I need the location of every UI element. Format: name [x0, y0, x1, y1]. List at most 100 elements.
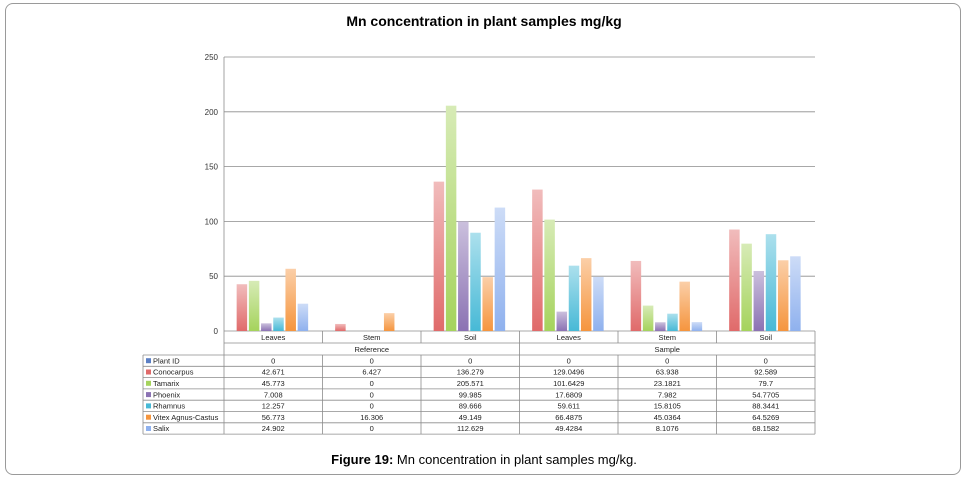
table-cell-value: 92.589 — [754, 368, 777, 377]
table-cell-value: 24.902 — [262, 424, 285, 433]
x-category-label: Leaves — [557, 333, 581, 342]
table-cell-value: 0 — [665, 356, 669, 365]
table-cell-value: 7.982 — [658, 390, 677, 399]
x-category-label: Leaves — [261, 333, 285, 342]
bar-vitex-agnus-castus-2 — [482, 277, 493, 331]
bar-tamarix-2 — [445, 105, 457, 331]
bar-rhamnus-5 — [765, 234, 777, 331]
table-cell-value: 49.149 — [459, 413, 482, 422]
bar-conocarpus-3 — [532, 189, 543, 331]
chart-title: Mn concentration in plant samples mg/kg — [346, 13, 621, 29]
table-cell-value: 89.666 — [459, 402, 482, 411]
legend-key-phoenix — [146, 392, 151, 398]
x-group-label: Sample — [655, 345, 680, 354]
bar-vitex-agnus-castus-1 — [383, 313, 395, 331]
table-cell-value: 0 — [370, 390, 374, 399]
legend-key-salix — [146, 426, 151, 431]
bar-salix-4 — [691, 322, 703, 331]
table-cell-value: 0 — [271, 356, 275, 365]
bars — [236, 105, 801, 331]
table-cell-value: 23.1821 — [654, 379, 681, 388]
table-cell-value: 129.0496 — [553, 368, 584, 377]
data-table: Leaves Stem Soil Leaves Stem Soil Reference Sam… — [142, 331, 816, 435]
table-cell-value: 17.6809 — [555, 390, 582, 399]
table-cell-value: 54.7705 — [752, 390, 779, 399]
table-cell-value: 0 — [370, 402, 374, 411]
table-cell-value: 79.7 — [758, 379, 773, 388]
table-cell-value: 59.611 — [558, 402, 580, 411]
table-cell-value: 0 — [764, 356, 768, 365]
legend-label: Plant ID — [153, 356, 180, 365]
y-tick-label: 150 — [205, 163, 219, 172]
bar-conocarpus-5 — [729, 229, 740, 331]
legend-label: Tamarix — [153, 379, 180, 388]
table-cell-value: 12.257 — [262, 402, 285, 411]
bar-conocarpus-0 — [236, 284, 248, 331]
bar-tamarix-4 — [642, 305, 654, 331]
table-cell-value: 101.6429 — [553, 379, 584, 388]
y-axis: 0 50 100 150 200 250 — [205, 53, 225, 336]
bar-salix-2 — [494, 207, 506, 331]
bar-vitex-agnus-castus-0 — [285, 268, 296, 331]
table-cell-value: 6.427 — [362, 368, 381, 377]
figure-frame — [5, 3, 961, 475]
table-cell-value: 88.3441 — [752, 402, 779, 411]
x-category-label: Soil — [759, 333, 772, 342]
legend-label: Salix — [153, 424, 170, 433]
table-cell-value: 136.279 — [457, 368, 484, 377]
bar-conocarpus-1 — [335, 323, 346, 331]
legend-key-conocarpus — [146, 369, 151, 375]
table-cell-value: 0 — [370, 379, 374, 388]
table-cell-value: 68.1582 — [752, 424, 779, 433]
table-cell-value: 45.773 — [262, 379, 285, 388]
table-cell-value: 8.1076 — [656, 424, 679, 433]
table-cell-value: 7.008 — [264, 390, 283, 399]
bar-phoenix-0 — [261, 323, 272, 331]
bar-rhamnus-4 — [667, 313, 678, 331]
table-cell-value: 42.671 — [262, 368, 285, 377]
figure-caption-label: Figure 19: — [331, 452, 394, 467]
table-cell-value: 99.985 — [459, 390, 482, 399]
table-cell-value: 63.938 — [656, 368, 679, 377]
y-tick-label: 0 — [214, 327, 219, 336]
y-tick-label: 200 — [205, 108, 219, 117]
table-cell-value: 45.0364 — [654, 413, 681, 422]
gridlines — [224, 56, 815, 332]
table-cell-value: 0 — [567, 356, 571, 365]
bar-rhamnus-3 — [568, 265, 580, 331]
table-cell-value: 66.4875 — [555, 413, 582, 422]
legend-key-tamarix — [146, 380, 151, 386]
bar-tamarix-5 — [741, 243, 752, 331]
table-cell-value: 205.571 — [457, 379, 484, 388]
legend-key-vitex-agnus-castus — [146, 414, 151, 420]
table-cell-value: 15.8105 — [654, 402, 681, 411]
x-category-label: Soil — [464, 333, 477, 342]
x-category-label: Stem — [658, 333, 676, 342]
table-cell-value: 49.4284 — [555, 424, 582, 433]
bar-vitex-agnus-castus-4 — [679, 281, 690, 331]
bar-phoenix-3 — [556, 311, 568, 331]
bar-conocarpus-4 — [630, 260, 642, 331]
table-cell-value: 0 — [370, 356, 374, 365]
table-cell-value: 56.773 — [262, 413, 285, 422]
table-cell-value: 16.306 — [360, 413, 383, 422]
table-cell-value: 0 — [370, 424, 374, 433]
y-tick-label: 50 — [209, 272, 218, 281]
bar-tamarix-3 — [544, 219, 555, 331]
legend-label: Vitex Agnus-Castus — [153, 413, 219, 422]
bar-salix-0 — [297, 303, 309, 331]
bar-tamarix-0 — [248, 280, 260, 331]
bar-conocarpus-2 — [433, 181, 445, 331]
bar-vitex-agnus-castus-3 — [580, 258, 592, 331]
legend-key-plant-id — [146, 358, 151, 364]
table-cell-value: 0 — [468, 356, 472, 365]
bar-phoenix-4 — [655, 322, 666, 331]
bar-salix-3 — [593, 276, 604, 331]
bar-rhamnus-2 — [470, 232, 481, 331]
table-cell-value: 64.5269 — [752, 413, 779, 422]
x-group-label: Reference — [354, 345, 389, 354]
bar-phoenix-5 — [753, 270, 765, 331]
bar-phoenix-2 — [458, 221, 469, 331]
bar-rhamnus-0 — [273, 317, 284, 331]
